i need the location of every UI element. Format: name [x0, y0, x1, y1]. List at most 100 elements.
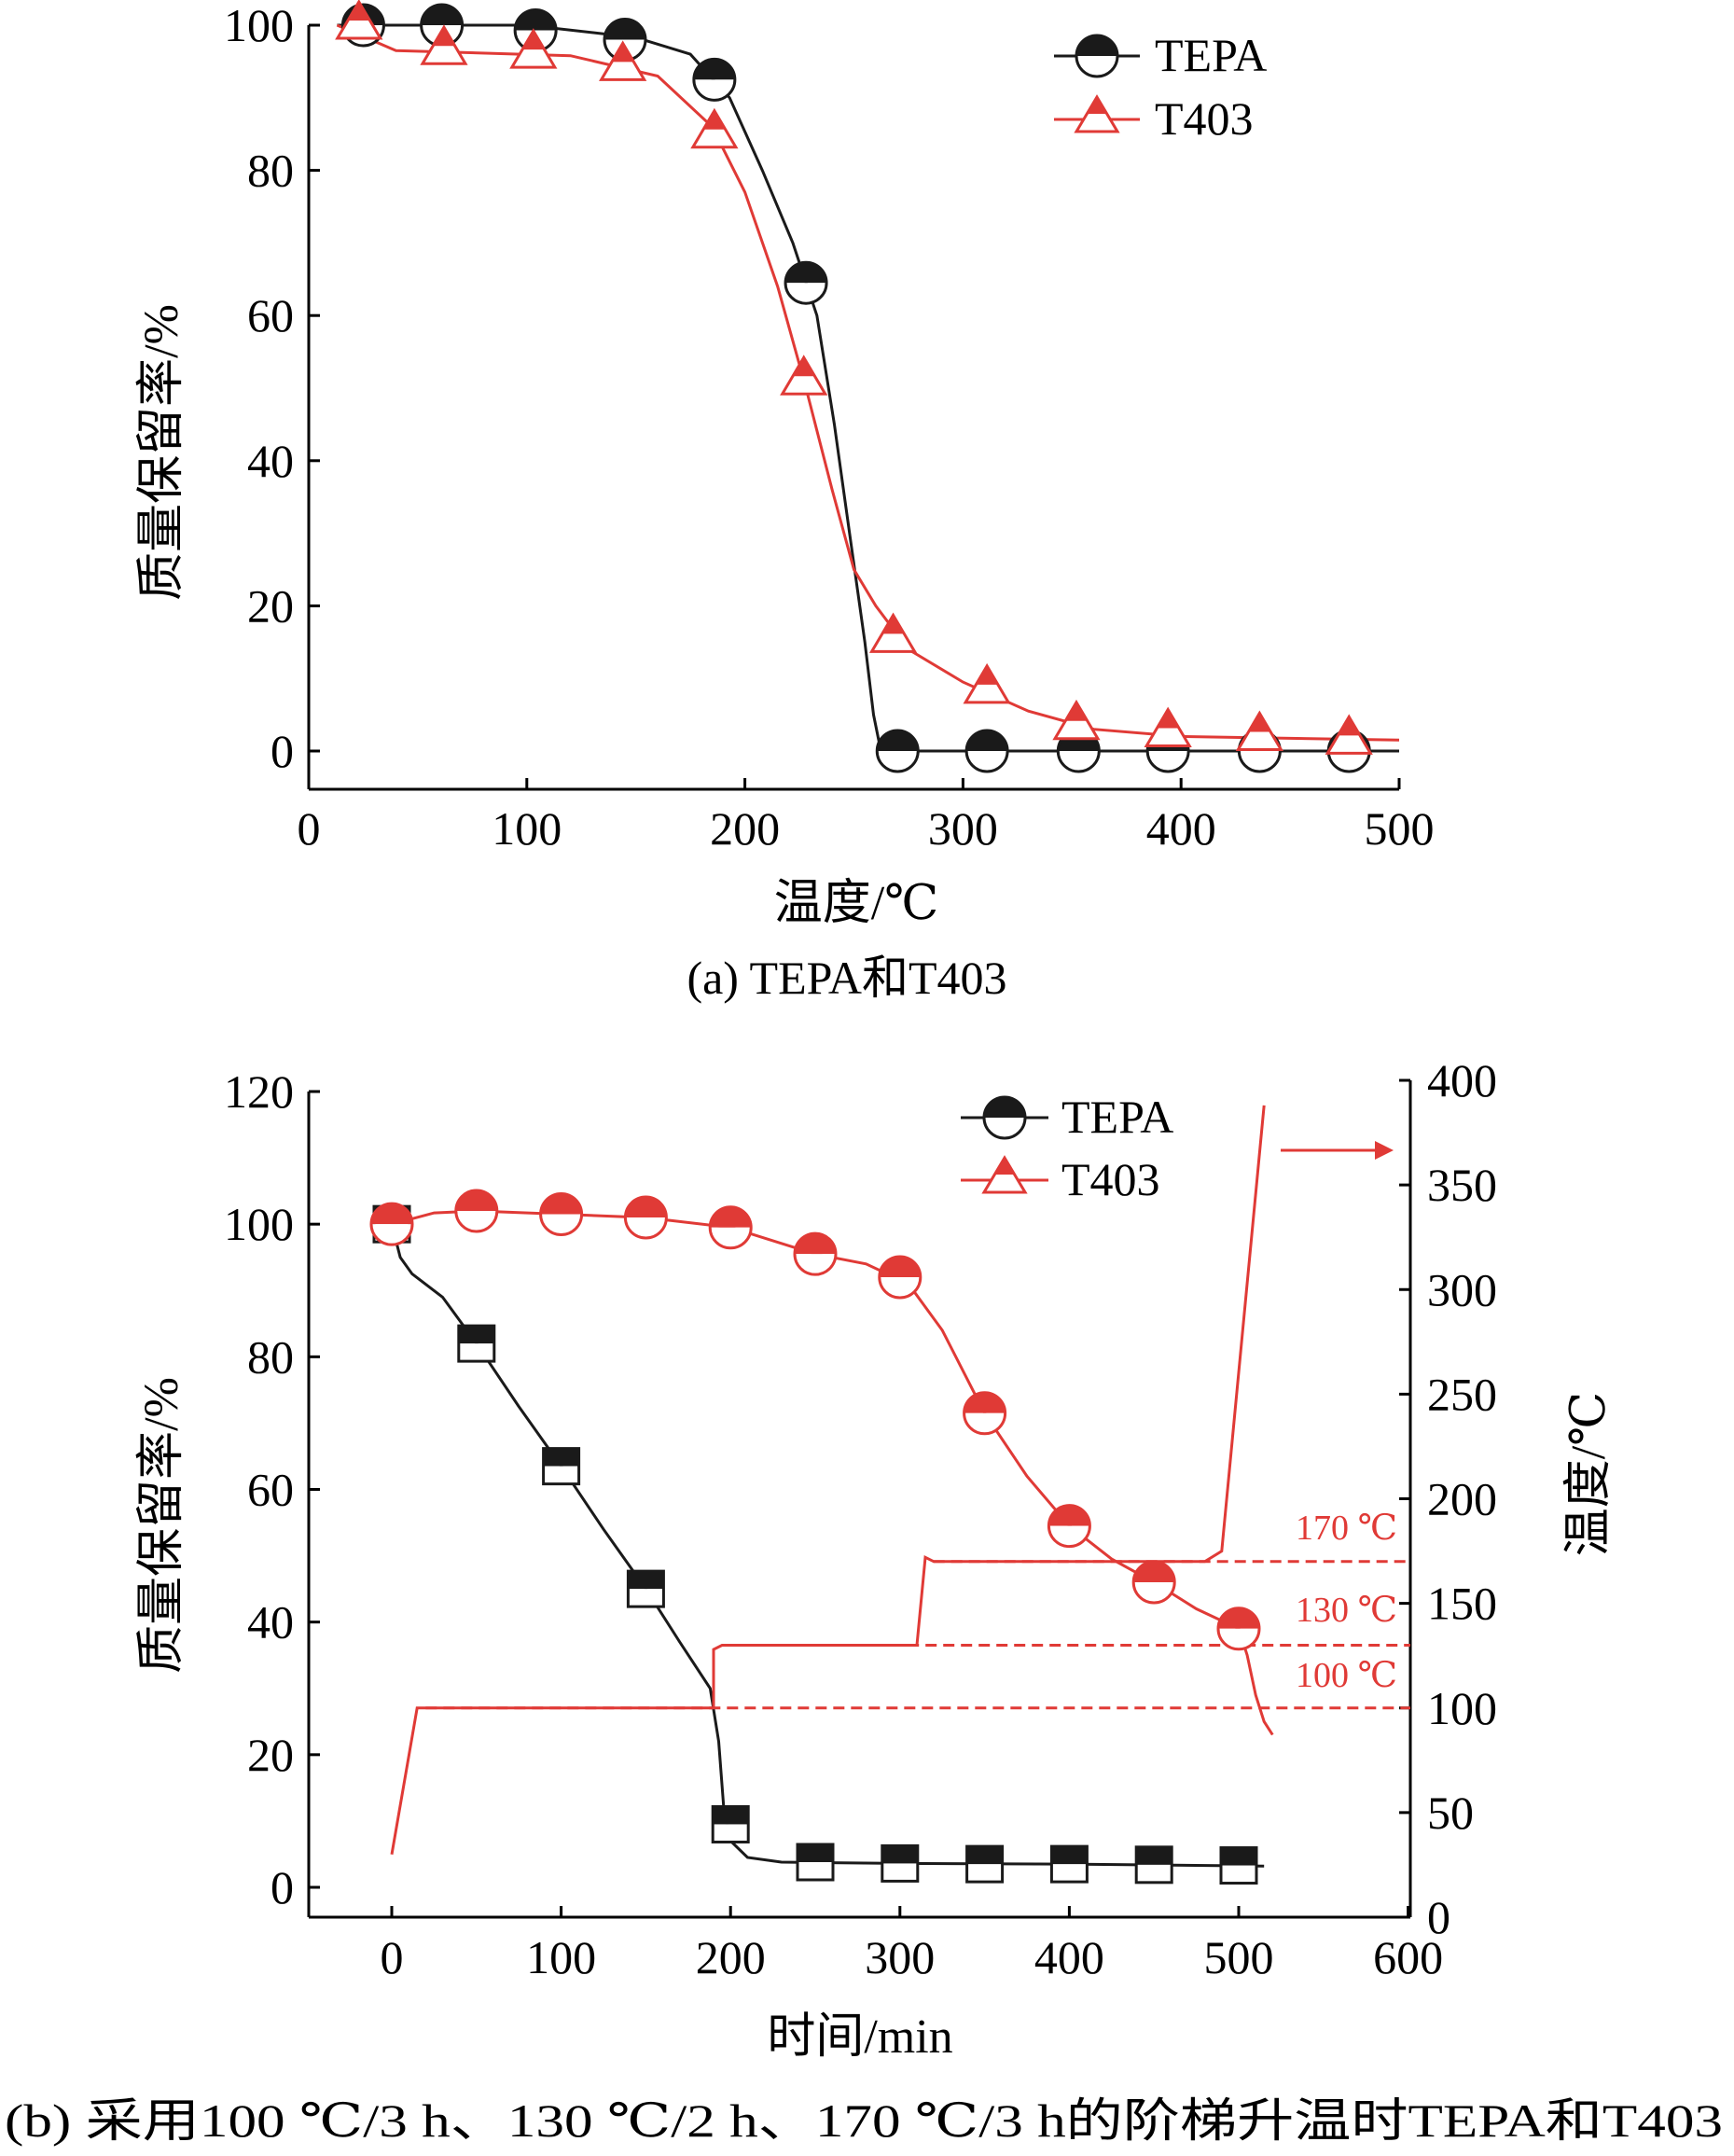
chart-b-y-tick-label: 40: [247, 1596, 294, 1648]
chart-a-t403-point: [780, 355, 828, 396]
chart-b-caption: (b) 采用100 ℃/3 h、130 ℃/2 h、170 ℃/3 h的阶梯升温…: [5, 2094, 1723, 2147]
chart-b-temperature-arrow: [1281, 1141, 1394, 1160]
chart-b-y2-tick-label: 350: [1427, 1159, 1497, 1211]
chart-b-tepa-point: [626, 1569, 665, 1608]
chart-b-t403-point: [454, 1189, 499, 1233]
chart-a-tepa-point: [875, 729, 920, 773]
chart-b-y2-tick-label: 150: [1427, 1578, 1497, 1630]
chart-b-x-axis-title: 时间/min: [767, 2010, 952, 2064]
chart-a-legend-item-tepa: TEPA: [1054, 29, 1267, 81]
chart-a-y-axis-title: 质量保留率/%: [135, 304, 188, 601]
chart-a-tepa-point: [784, 260, 828, 305]
chart-a-t403-point: [1325, 714, 1373, 755]
chart-b-x-tick-label: 400: [1034, 1931, 1104, 1983]
chart-b-tepa-point: [711, 1804, 750, 1843]
chart-b-legend: TEPA T403: [961, 1091, 1173, 1205]
chart-b-t403-point: [708, 1205, 753, 1250]
chart-b-tepa-point: [965, 1844, 1005, 1884]
chart-b-x-tick-label: 200: [696, 1931, 766, 1983]
chart-b-reference-labels: 170 ℃ 130 ℃ 100 ℃: [1296, 1509, 1397, 1695]
chart-b-t403-point: [793, 1231, 838, 1276]
chart-b-ref-label-170: 170 ℃: [1296, 1509, 1397, 1548]
chart-b-t403-point: [878, 1255, 922, 1300]
chart-a-t403-point: [1052, 699, 1101, 741]
chart-a-caption: (a) TEPA和T403: [687, 952, 1006, 1004]
chart-b-legend-item-t403: T403: [961, 1153, 1160, 1205]
chart-b-tepa-point: [1219, 1846, 1258, 1885]
chart-b-t403-point: [369, 1202, 414, 1246]
chart-b-temperature-curve: [390, 1105, 1266, 1855]
chart-b-tepa-point: [1049, 1844, 1089, 1884]
chart-b-tepa-curve: [390, 1223, 1265, 1868]
chart-b-x-tick-label: 600: [1373, 1931, 1443, 1983]
chart-b-legend-tepa-label: TEPA: [1061, 1091, 1173, 1143]
chart-a-x-axis-title: 温度/℃: [774, 877, 939, 930]
chart-b-x-tick-label: 100: [526, 1931, 596, 1983]
chart-b-y2-tick-label: 300: [1427, 1263, 1497, 1315]
chart-a-x-tick-label: 0: [298, 802, 321, 855]
chart-a-legend-tepa-label: TEPA: [1155, 29, 1267, 81]
chart-b-y-axis-title: 质量保留率/%: [135, 1377, 188, 1674]
chart-b-y2-tick-label: 50: [1427, 1787, 1474, 1839]
chart-b-tepa-point: [457, 1324, 496, 1363]
chart-b-t403-point: [1131, 1560, 1176, 1605]
chart-a-t403-point: [1235, 710, 1283, 751]
chart-b-y-tick-label: 20: [247, 1729, 294, 1781]
chart-a-t403-point: [599, 40, 647, 81]
chart-a-legend-t403-marker: [1074, 94, 1120, 133]
chart-a-legend-tepa-marker: [1075, 34, 1119, 78]
chart-a-tepa-point: [692, 57, 737, 102]
chart-b-t403-point: [539, 1192, 584, 1237]
chart-b-curves: [390, 1105, 1274, 1868]
chart-b-y-tick-label: 60: [247, 1464, 294, 1516]
chart-b-y2-axis-title: 温度/℃: [1562, 1392, 1616, 1557]
chart-b-tepa-point: [1134, 1845, 1173, 1885]
chart-a-t403-point: [420, 24, 468, 65]
chart-b-x-tick-label: 500: [1204, 1931, 1274, 1983]
chart-b-t403-point: [1216, 1607, 1261, 1651]
chart-a-t403-point: [1144, 706, 1192, 748]
chart-a-markers: [335, 0, 1373, 773]
chart-a-y-tick-label: 80: [247, 145, 294, 197]
chart-a-axes: [307, 25, 1399, 791]
chart-a-legend-t403-label: T403: [1155, 92, 1254, 145]
chart-b-t403-curve: [391, 1209, 1274, 1736]
chart-b-t403-point: [623, 1195, 668, 1240]
chart-a-y-tick-label: 20: [247, 579, 294, 632]
chart-a-t403-point: [690, 107, 739, 149]
chart-b-tepa-point: [881, 1843, 920, 1883]
chart-b-legend-t403-label: T403: [1061, 1153, 1160, 1205]
chart-a-tepa-point: [964, 729, 1009, 773]
chart-a-x-tick-label: 400: [1146, 802, 1216, 855]
chart-a-t403-point: [868, 612, 918, 653]
chart-b-markers: [369, 1189, 1261, 1885]
chart-a-t403-point: [509, 28, 558, 69]
chart-b-tepa-point: [542, 1447, 581, 1486]
chart-b-y2-tick-label: 100: [1427, 1682, 1497, 1734]
chart-b-ref-label-130: 130 ℃: [1296, 1591, 1397, 1630]
chart-a-t403-point: [335, 0, 383, 40]
chart-a-y-tick-label: 100: [224, 0, 294, 51]
chart-a-x-tick-label: 100: [492, 802, 562, 855]
chart-b-y-tick-label: 0: [271, 1861, 294, 1913]
chart-b-tepa-point: [796, 1843, 835, 1882]
chart-b-x-tick-label: 300: [865, 1931, 935, 1983]
chart-b-y2-tick-label: 250: [1427, 1368, 1497, 1420]
chart-b-ref-label-100: 100 ℃: [1296, 1656, 1397, 1695]
chart-b-y-tick-label: 100: [224, 1198, 294, 1250]
chart-a-t403-point: [963, 662, 1011, 704]
chart-b-y2-tick-label: 0: [1427, 1891, 1450, 1943]
chart-a-x-tick-label: 500: [1365, 802, 1435, 855]
chart-b-y2-tick-label: 200: [1427, 1473, 1497, 1525]
chart-b-ticks: 0 100 200 300 400 500 600020406080100120050100…: [224, 1054, 1497, 1983]
chart-b-t403-point: [963, 1391, 1007, 1436]
chart-b-x-tick-label: 0: [381, 1931, 404, 1983]
chart-b-legend-item-tepa: TEPA: [961, 1091, 1173, 1143]
chart-a: 0 100 200 300 400 500 0 20 40 60 80 100 温度/℃ 质量保留率/…: [135, 0, 1435, 1004]
chart-a-y-tick-label: 0: [271, 725, 294, 777]
chart-a-legend-item-t403: T403: [1054, 92, 1254, 145]
chart-a-y-tick-label: 60: [247, 289, 294, 341]
chart-b-y2-tick-label: 400: [1427, 1054, 1497, 1106]
chart-a-ticks: 0 100 200 300 400 500 0 20 40 60 80 100: [224, 0, 1435, 855]
